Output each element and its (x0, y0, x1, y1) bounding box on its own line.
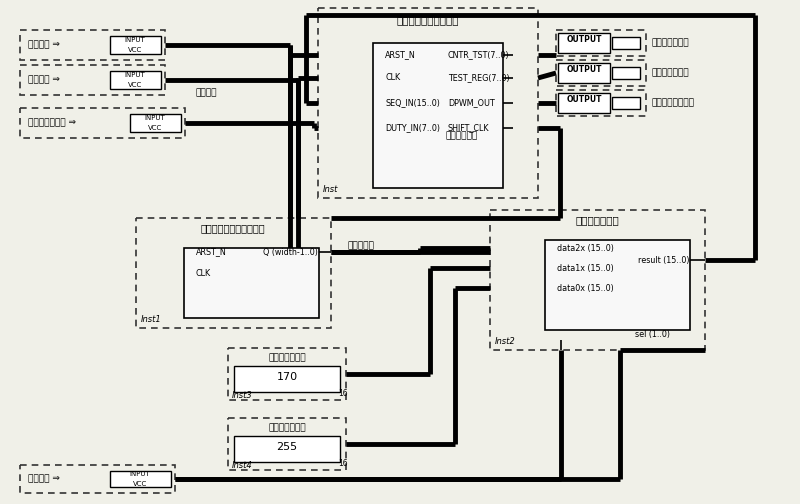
Text: 随机数字脉宽调制模块: 随机数字脉宽调制模块 (397, 15, 459, 25)
Text: Inst4: Inst4 (232, 461, 253, 470)
Bar (228, 418, 346, 470)
Text: VCC: VCC (128, 47, 142, 53)
Text: INPUT: INPUT (125, 37, 146, 43)
Text: 170: 170 (277, 372, 298, 382)
Text: SEQ_IN(15..0): SEQ_IN(15..0) (385, 98, 440, 107)
Text: ARST_N: ARST_N (196, 247, 226, 257)
Bar (558, 33, 610, 53)
Text: OUTPUT: OUTPUT (566, 95, 602, 103)
Text: INPUT: INPUT (130, 471, 150, 477)
Text: 锅齿波常数输入: 锅齿波常数输入 (268, 423, 306, 432)
Bar (20, 65, 165, 95)
Text: 计数器测试输出: 计数器测试输出 (651, 38, 689, 47)
Bar (318, 8, 538, 198)
Text: VCC: VCC (148, 125, 162, 131)
Text: CNTR_TST(7..0): CNTR_TST(7..0) (448, 50, 510, 59)
Bar (234, 436, 340, 462)
Bar (490, 210, 705, 350)
Bar (228, 348, 346, 400)
Text: 伪随机信号: 伪随机信号 (348, 241, 375, 250)
Text: VCC: VCC (128, 82, 142, 88)
Text: 线性反馈移位寄存器模块: 线性反馈移位寄存器模块 (201, 223, 266, 233)
Text: Inst2: Inst2 (495, 338, 516, 347)
Bar (234, 366, 340, 392)
Text: data2x (15..0): data2x (15..0) (557, 243, 614, 253)
Bar (612, 67, 640, 79)
Bar (373, 43, 503, 188)
Text: 16: 16 (338, 460, 348, 469)
Text: 255: 255 (277, 442, 298, 452)
Text: Inst1: Inst1 (141, 316, 162, 325)
Text: 移位时钟输出: 移位时钟输出 (445, 132, 478, 141)
Text: TEST_REG(7..0): TEST_REG(7..0) (448, 74, 510, 83)
Text: 占空比输入信号 ⇒: 占空比输入信号 ⇒ (28, 118, 76, 128)
Text: 多路复用器模块: 多路复用器模块 (575, 215, 619, 225)
Bar (110, 471, 171, 487)
Text: VCC: VCC (133, 481, 147, 487)
Text: 三角波常数输入: 三角波常数输入 (268, 353, 306, 362)
Bar (184, 248, 319, 318)
Text: result (15..0): result (15..0) (638, 256, 689, 265)
Text: SHIFT_CLK: SHIFT_CLK (448, 123, 490, 133)
Bar (130, 114, 181, 132)
Text: CLK: CLK (385, 74, 400, 83)
Text: 序列信号: 序列信号 (195, 89, 217, 97)
Bar (136, 218, 331, 328)
Text: 数字脉宽调制输出: 数字脉宽调制输出 (651, 98, 694, 107)
Bar (556, 60, 646, 86)
Bar (110, 36, 161, 54)
Text: DUTY_IN(7..0): DUTY_IN(7..0) (385, 123, 440, 133)
Text: Q (width-1..0): Q (width-1..0) (263, 247, 318, 257)
Text: 模式选择 ⇒: 模式选择 ⇒ (28, 474, 60, 483)
Text: 时钟信号 ⇒: 时钟信号 ⇒ (28, 76, 60, 85)
Text: INPUT: INPUT (145, 115, 166, 121)
Text: 16: 16 (338, 390, 348, 399)
Bar (556, 30, 646, 56)
Bar (20, 465, 175, 493)
Bar (20, 108, 185, 138)
Bar (558, 93, 610, 113)
Bar (545, 240, 690, 330)
Bar (110, 71, 161, 89)
Text: 复位信号 ⇒: 复位信号 ⇒ (28, 40, 60, 49)
Text: ARST_N: ARST_N (385, 50, 416, 59)
Bar (612, 97, 640, 109)
Text: OUTPUT: OUTPUT (566, 34, 602, 43)
Bar (612, 37, 640, 49)
Text: DPWM_OUT: DPWM_OUT (448, 98, 494, 107)
Text: sel (1..0): sel (1..0) (635, 331, 670, 340)
Bar (20, 30, 165, 60)
Text: INPUT: INPUT (125, 72, 146, 78)
Text: data1x (15..0): data1x (15..0) (557, 264, 614, 273)
Text: Inst: Inst (323, 185, 338, 195)
Text: 寄存器测试输出: 寄存器测试输出 (651, 69, 689, 78)
Text: data0x (15..0): data0x (15..0) (557, 283, 614, 292)
Text: CLK: CLK (196, 269, 211, 278)
Text: Inst3: Inst3 (232, 391, 253, 400)
Text: OUTPUT: OUTPUT (566, 65, 602, 74)
Bar (558, 63, 610, 83)
Bar (556, 90, 646, 116)
